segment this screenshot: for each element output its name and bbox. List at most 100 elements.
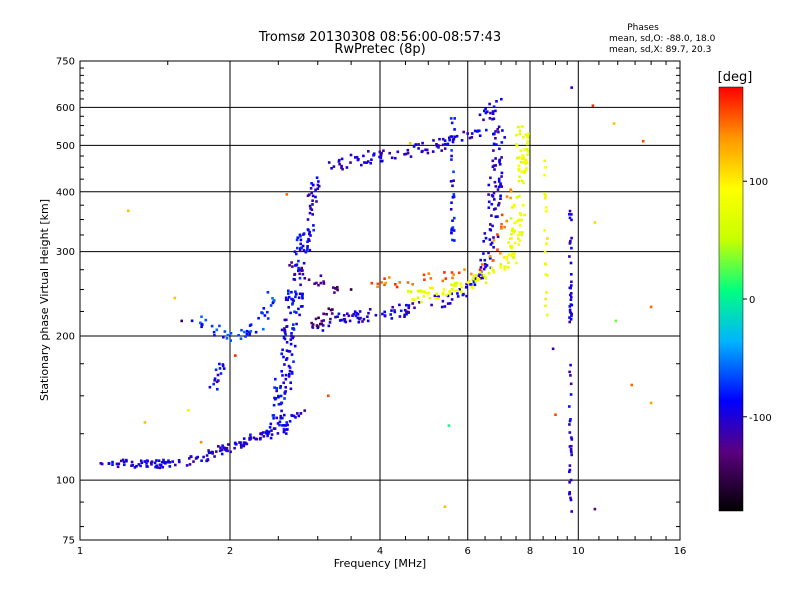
echo-point xyxy=(317,316,320,320)
echo-point xyxy=(450,231,453,235)
echo-point xyxy=(518,129,522,133)
echo-point xyxy=(303,277,307,280)
echo-point xyxy=(353,310,357,313)
echo-point xyxy=(489,176,492,180)
chart-title: Tromsø 20130308 08:56:00-08:57:43 xyxy=(258,30,501,45)
echo-point xyxy=(451,196,455,199)
echo-point xyxy=(116,465,120,469)
echo-point xyxy=(500,171,504,175)
echo-point xyxy=(314,188,317,192)
echo-point xyxy=(517,243,521,246)
echo-point xyxy=(374,313,378,317)
echo-point xyxy=(298,276,302,280)
echo-point xyxy=(451,276,454,280)
echo-point xyxy=(479,266,483,269)
echo-point xyxy=(268,426,272,429)
echo-point xyxy=(111,463,114,466)
echo-point xyxy=(398,315,402,318)
echo-point xyxy=(515,220,519,223)
echo-point xyxy=(267,432,270,435)
echo-point xyxy=(189,455,193,458)
echo-point xyxy=(278,420,282,424)
echo-point xyxy=(285,421,288,424)
echo-point xyxy=(412,145,416,148)
echo-point xyxy=(472,275,476,278)
echo-point xyxy=(428,296,432,300)
echo-point xyxy=(284,333,287,336)
echo-point xyxy=(341,167,344,171)
echo-point xyxy=(503,268,506,271)
echo-point xyxy=(301,244,305,248)
echo-point xyxy=(425,292,428,295)
echo-point xyxy=(487,200,491,204)
echo-point xyxy=(544,206,548,209)
echo-point xyxy=(316,187,320,190)
echo-point xyxy=(295,263,299,266)
echo-point xyxy=(484,277,487,280)
echo-point xyxy=(298,313,301,317)
echo-point xyxy=(456,292,459,295)
echo-point xyxy=(218,324,221,328)
echo-point xyxy=(296,412,299,415)
echo-point xyxy=(509,237,512,241)
echo-point xyxy=(272,427,276,430)
echo-point xyxy=(509,196,512,200)
echo-point xyxy=(117,462,121,466)
echo-point xyxy=(649,401,653,405)
echo-point xyxy=(284,386,287,389)
echo-point xyxy=(157,459,161,462)
echo-point xyxy=(229,332,233,335)
echo-point xyxy=(299,242,302,246)
echo-point xyxy=(482,274,485,277)
echo-point xyxy=(431,150,435,153)
echo-point xyxy=(569,498,573,502)
echo-point xyxy=(351,314,354,317)
echo-point xyxy=(286,298,289,302)
echo-point xyxy=(279,386,282,390)
x-tick-label: 1 xyxy=(77,546,83,557)
echo-point xyxy=(288,372,291,376)
echo-point xyxy=(304,250,308,254)
echo-point xyxy=(456,289,459,292)
echo-point xyxy=(568,423,571,426)
echo-point xyxy=(295,238,299,242)
echo-point xyxy=(434,297,437,300)
echo-point xyxy=(282,381,285,385)
echo-point xyxy=(516,156,519,160)
echo-point xyxy=(349,288,353,291)
echo-point xyxy=(483,109,486,113)
echo-point xyxy=(269,304,273,307)
echo-point xyxy=(630,383,633,387)
echo-point xyxy=(499,182,502,185)
echo-point xyxy=(254,330,258,334)
echo-point xyxy=(212,382,215,386)
echo-point xyxy=(568,241,572,244)
echo-point xyxy=(262,431,265,434)
echo-point xyxy=(570,246,573,250)
echo-point xyxy=(130,464,133,467)
echo-point xyxy=(568,431,572,434)
echo-point xyxy=(444,142,447,146)
echo-point xyxy=(525,134,529,138)
echo-point xyxy=(568,405,571,408)
echo-point xyxy=(440,149,443,152)
echo-point xyxy=(158,463,162,467)
echo-point xyxy=(218,362,221,366)
echo-point xyxy=(285,341,289,344)
echo-point xyxy=(294,264,297,267)
x-tick-label: 8 xyxy=(527,546,533,557)
echo-point xyxy=(292,323,295,326)
echo-point xyxy=(301,269,304,272)
echo-point xyxy=(452,229,456,232)
echo-point xyxy=(307,237,310,241)
echo-point xyxy=(379,154,383,157)
echo-point xyxy=(229,450,232,454)
echo-point xyxy=(460,139,464,142)
echo-point xyxy=(122,460,126,464)
echo-point xyxy=(280,401,283,405)
echo-point xyxy=(206,458,210,462)
echo-point xyxy=(297,414,301,418)
echo-point xyxy=(522,135,525,139)
echo-point xyxy=(482,267,486,271)
echo-point xyxy=(450,283,453,286)
